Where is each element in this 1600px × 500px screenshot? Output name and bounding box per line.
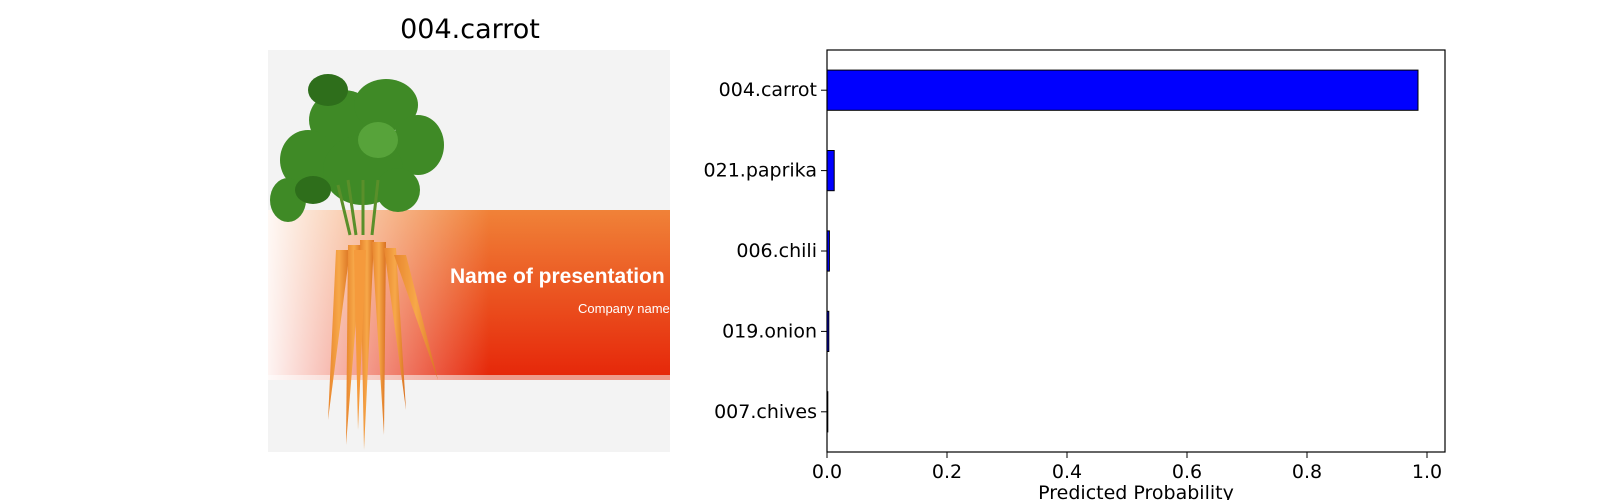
carrot-leaves bbox=[270, 74, 444, 222]
y-tick-label: 006.chili bbox=[736, 240, 817, 262]
x-tick-label: 0.2 bbox=[932, 461, 962, 483]
x-tick-label: 0.8 bbox=[1292, 461, 1322, 483]
x-tick-label: 0.4 bbox=[1052, 461, 1082, 483]
x-axis-label: Predicted Probability bbox=[1038, 482, 1234, 500]
image-panel-title: 004.carrot bbox=[400, 14, 540, 45]
bar-019.onion bbox=[826, 310, 830, 352]
y-ticks: 004.carrot 021.paprika 006.chili 019.onion 0… bbox=[704, 79, 827, 423]
y-tick-label: 021.paprika bbox=[704, 160, 817, 182]
x-tick-label: 0.6 bbox=[1172, 461, 1202, 483]
carrot-roots bbox=[328, 240, 438, 450]
bars bbox=[826, 69, 1419, 433]
y-tick-label: 007.chives bbox=[714, 401, 817, 423]
slide-subheading: Company name bbox=[578, 301, 670, 316]
x-tick-label: 1.0 bbox=[1412, 461, 1442, 483]
bar-006.chili bbox=[826, 230, 830, 272]
photo-fade bbox=[268, 210, 670, 380]
bar-021.paprika bbox=[826, 150, 835, 192]
plot-frame bbox=[826, 49, 1446, 453]
slide-heading: Name of presentation bbox=[450, 265, 665, 288]
y-tick-label: 004.carrot bbox=[719, 79, 817, 101]
x-ticks: 0.0 0.2 0.4 0.6 0.8 1.0 bbox=[812, 452, 1442, 483]
x-tick-label: 0.0 bbox=[812, 461, 842, 483]
y-tick-label: 019.onion bbox=[722, 320, 817, 342]
bar-007.chives bbox=[826, 391, 829, 433]
carrot-stems bbox=[336, 179, 380, 236]
carrot-photo: Name of presentation Company name bbox=[268, 50, 670, 452]
bar-004.carrot bbox=[826, 69, 1419, 111]
